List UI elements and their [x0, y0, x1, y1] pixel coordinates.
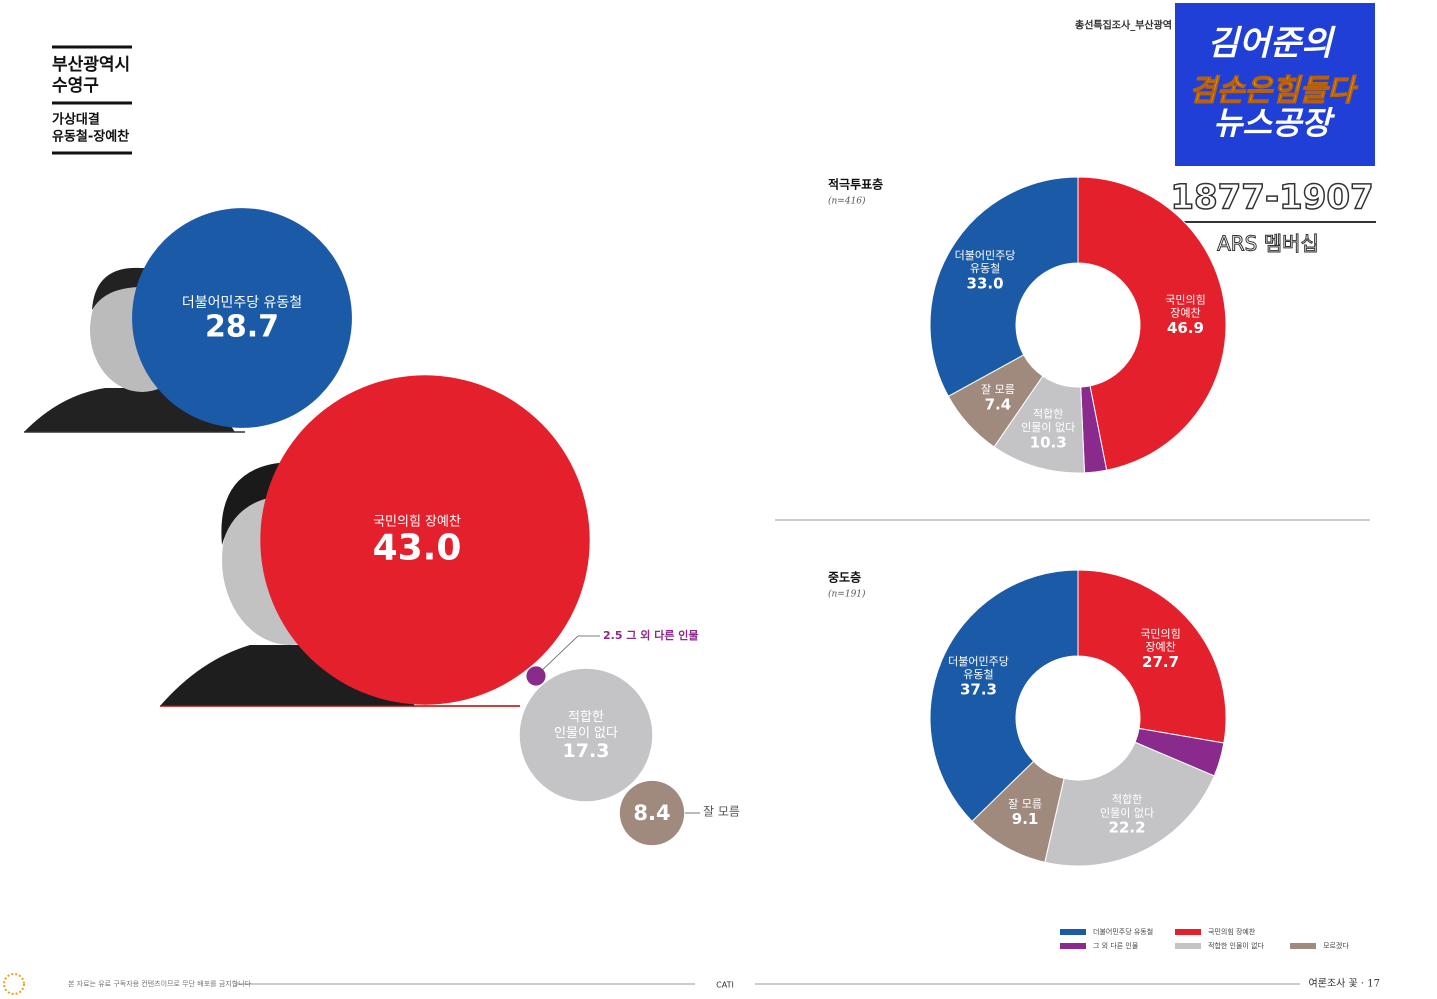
- bubble: [132, 208, 352, 428]
- chart-subtitle: (n=191): [828, 589, 866, 600]
- value-label: 27.7: [1142, 653, 1179, 671]
- footer-page: 여론조사 꽃 · 17: [1309, 978, 1380, 990]
- legend-label: 모르겠다: [1323, 941, 1349, 950]
- value-label: 17.3: [563, 740, 610, 762]
- category-label: 인물이 없다: [554, 726, 618, 741]
- category-label: 잘 모름: [981, 383, 1015, 396]
- value-label: 10.3: [1030, 433, 1067, 451]
- category-label: 인물이 없다: [1021, 421, 1075, 434]
- value-label: 22.2: [1109, 819, 1146, 837]
- category-label: 국민의힘 장예찬: [373, 515, 461, 530]
- category-label: 적합한: [1033, 408, 1063, 421]
- donut-segment: [929, 176, 1079, 397]
- donut-segment: [1077, 569, 1227, 744]
- footer-method: CATI: [716, 981, 734, 990]
- logo-line: 뉴스공장: [1213, 104, 1335, 142]
- leader-line: [535, 635, 600, 677]
- matchup: 가상대결: [52, 112, 100, 128]
- chart-title: 적극투표층: [828, 177, 883, 192]
- logo-line: 겸손은힘들다: [1189, 74, 1358, 109]
- bubble: [519, 668, 653, 802]
- bubble: [619, 780, 685, 846]
- logo-line: 김어준의: [1207, 24, 1336, 64]
- legend-swatch: [1175, 943, 1201, 949]
- category-label: 장예찬: [1145, 639, 1175, 653]
- donut-segment: [1044, 741, 1215, 867]
- chart-title: 중도층: [828, 570, 861, 585]
- value-label: 9.1: [1012, 810, 1039, 828]
- value-label: 46.9: [1167, 319, 1204, 337]
- category-label: 그 외 다른 인물: [626, 628, 698, 642]
- category-label: 더불어민주당: [955, 249, 1016, 262]
- category-label: 잘 모름: [1008, 798, 1042, 811]
- donut-segment: [929, 569, 1079, 823]
- category-label: 유동철: [970, 262, 1000, 275]
- category-label: 더불어민주당: [948, 655, 1009, 668]
- bubble-label: 2.5 그 외 다른 인물: [603, 628, 699, 642]
- district: 수영구: [52, 76, 99, 96]
- logo-box: [1175, 3, 1375, 166]
- value-label: 2.5: [603, 629, 623, 642]
- category-label: 국민의힘: [1140, 627, 1180, 640]
- donut-segment: [1077, 176, 1227, 471]
- category-label: 적합한: [568, 710, 604, 725]
- value-label: 43.0: [373, 528, 462, 569]
- legend-label: 그 외 다른 인물: [1093, 941, 1139, 950]
- membership: ARS 멤버십: [1217, 232, 1319, 256]
- legend-label: 국민의힘 장예찬: [1208, 927, 1256, 936]
- bubble: [260, 375, 590, 705]
- category-label: 잘 모름: [703, 805, 740, 819]
- value-label: 7.4: [985, 395, 1012, 413]
- category-label: 장예찬: [1170, 306, 1200, 320]
- category-label: 적합한: [1112, 793, 1142, 806]
- legend-swatch: [1060, 929, 1086, 935]
- value-label: 33.0: [967, 274, 1004, 292]
- category-label: 국민의힘: [1165, 293, 1205, 306]
- legend-swatch: [1290, 943, 1316, 949]
- chart-subtitle: (n=416): [828, 196, 866, 207]
- value-label: 28.7: [205, 309, 279, 344]
- candidates: 유동철-장예찬: [52, 129, 129, 145]
- phone: 1877-1907: [1170, 178, 1373, 218]
- category-label: 유동철: [963, 668, 993, 681]
- legend-label: 더불어민주당 유동철: [1093, 927, 1153, 936]
- value-label: 37.3: [960, 680, 997, 698]
- value-label: 8.4: [633, 801, 670, 825]
- footer-notice: 본 자료는 유료 구독자용 컨텐츠이므로 무단 배포를 금지합니다: [68, 979, 252, 988]
- region: 부산광역시: [52, 55, 130, 75]
- category-label: 더불어민주당 유동철: [182, 295, 302, 311]
- legend-swatch: [1060, 943, 1086, 949]
- legend-swatch: [1175, 929, 1201, 935]
- running-head: 총선특집조사_부산광역: [1075, 19, 1172, 32]
- category-label: 인물이 없다: [1100, 806, 1154, 819]
- footer-icon: [3, 973, 25, 995]
- legend-label: 적합한 인물이 없다: [1208, 941, 1265, 950]
